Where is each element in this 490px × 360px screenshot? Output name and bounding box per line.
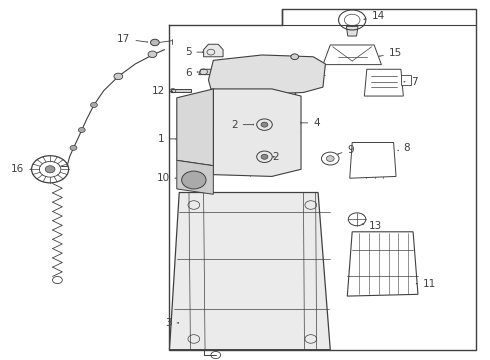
Polygon shape (199, 69, 230, 75)
Polygon shape (401, 75, 411, 85)
Polygon shape (365, 69, 403, 96)
Text: 13: 13 (363, 221, 383, 231)
Circle shape (45, 166, 55, 173)
Circle shape (291, 54, 298, 60)
Text: 4: 4 (301, 118, 320, 128)
Text: 17: 17 (117, 34, 147, 44)
Text: 14: 14 (364, 12, 385, 21)
Circle shape (91, 103, 98, 108)
Text: 16: 16 (11, 164, 31, 174)
Text: 1: 1 (158, 134, 176, 144)
Circle shape (182, 171, 206, 189)
Polygon shape (203, 44, 223, 57)
Text: 8: 8 (398, 143, 410, 153)
Text: 2: 2 (231, 120, 253, 130)
Polygon shape (323, 45, 381, 64)
Circle shape (326, 156, 334, 161)
Polygon shape (170, 193, 330, 350)
Polygon shape (350, 143, 396, 178)
Circle shape (148, 51, 157, 58)
Circle shape (150, 39, 159, 46)
Circle shape (78, 127, 85, 132)
Polygon shape (177, 89, 213, 166)
Text: 15: 15 (380, 48, 402, 58)
Text: 12: 12 (151, 86, 172, 96)
Polygon shape (346, 26, 358, 36)
Polygon shape (213, 89, 301, 176)
Text: 9: 9 (338, 145, 354, 155)
Circle shape (261, 154, 268, 159)
Circle shape (70, 145, 77, 150)
Circle shape (149, 53, 156, 58)
Text: 11: 11 (416, 279, 436, 289)
Polygon shape (208, 55, 325, 94)
Polygon shape (177, 160, 213, 194)
Polygon shape (347, 232, 418, 296)
Polygon shape (171, 89, 192, 93)
Text: 7: 7 (404, 77, 417, 87)
Circle shape (114, 73, 122, 80)
Text: 2: 2 (272, 152, 278, 162)
Text: 10: 10 (156, 173, 176, 183)
Circle shape (261, 122, 268, 127)
Text: 6: 6 (185, 68, 198, 78)
Text: 5: 5 (185, 47, 203, 57)
Circle shape (115, 74, 122, 79)
Text: 3: 3 (165, 318, 178, 328)
